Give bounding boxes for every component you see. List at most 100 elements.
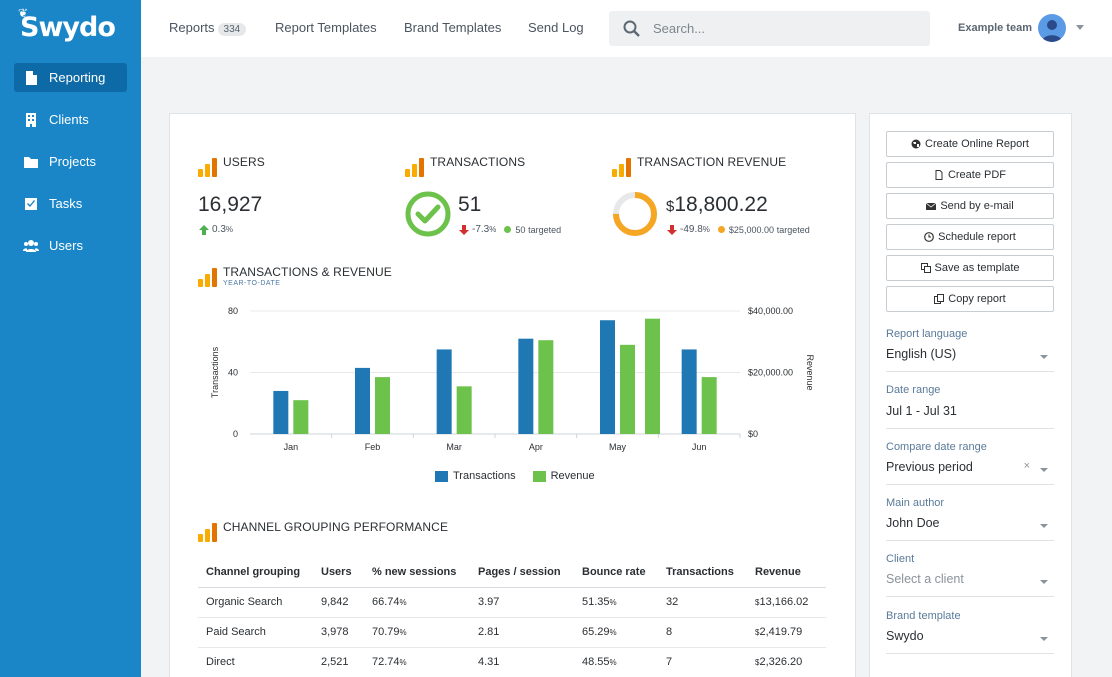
bar-transactions xyxy=(600,320,615,434)
change-value: -7.3 xyxy=(472,224,490,235)
chevron-down-icon[interactable] xyxy=(1076,25,1084,30)
client-select[interactable]: Select a client xyxy=(886,572,1054,597)
sidebar-item-reporting[interactable]: Reporting xyxy=(14,63,127,92)
cell-channel: Paid Search xyxy=(198,617,313,648)
cell-channel: Organic Search xyxy=(198,587,313,618)
sidebar-nav: Reporting Clients Projects Tasks Users xyxy=(14,63,127,273)
currency-symbol: $ xyxy=(666,198,675,215)
target-dot xyxy=(504,226,512,233)
main-author-label: Main author xyxy=(886,497,945,509)
select-placeholder: Select a client xyxy=(886,572,964,586)
copy-report-button[interactable]: Copy report xyxy=(886,286,1054,312)
compare-date-range-select[interactable]: Previous period × xyxy=(886,460,1054,485)
legend-label-transactions: Transactions xyxy=(453,470,516,482)
bar-transactions xyxy=(681,349,697,434)
change-unit: % xyxy=(489,225,497,234)
y-tick-label: 40 xyxy=(228,368,238,378)
create-online-report-button[interactable]: Create Online Report xyxy=(886,131,1054,157)
clear-icon[interactable]: × xyxy=(1023,460,1030,472)
avatar[interactable] xyxy=(1038,14,1066,42)
bar-revenue xyxy=(293,400,309,434)
revenue-kpi-change: -49.8% $25,000.00 targeted xyxy=(667,224,810,235)
x-tick-label: Feb xyxy=(365,442,381,452)
send-by-email-button[interactable]: Send by e-mail xyxy=(886,193,1054,219)
google-analytics-icon xyxy=(198,268,217,287)
main-author-select[interactable]: John Doe xyxy=(886,516,1054,541)
sidebar-item-users[interactable]: Users xyxy=(14,231,127,260)
swydo-logo[interactable]: ❦ Swydo xyxy=(18,6,116,43)
target-label: targeted xyxy=(528,224,562,235)
users-kpi-value: 16,927 xyxy=(198,193,263,216)
schedule-report-button[interactable]: Schedule report xyxy=(886,224,1054,250)
cell-value: 66.74 xyxy=(372,596,400,608)
duplicate-icon xyxy=(934,294,945,304)
cell-new-sessions: 66.74% xyxy=(364,587,470,618)
google-analytics-icon xyxy=(405,158,424,177)
date-range-input[interactable]: Jul 1 - Jul 31 xyxy=(886,404,1054,429)
x-tick-label: Apr xyxy=(529,442,543,452)
save-as-template-button[interactable]: Save as template xyxy=(886,255,1054,281)
report-card: USERS 16,927 0.3% TRANSACTIONS 51 -7.3% … xyxy=(169,113,856,677)
tab-send-log[interactable]: Send Log xyxy=(528,20,584,35)
create-pdf-button[interactable]: Create PDF xyxy=(886,162,1054,188)
report-language-select[interactable]: English (US) xyxy=(886,347,1054,372)
chevron-down-icon xyxy=(1040,468,1048,472)
tab-report-templates[interactable]: Report Templates xyxy=(275,20,377,35)
transactions-kpi-change: -7.3% 50 targeted xyxy=(459,224,561,235)
users-kpi-change: 0.3% xyxy=(199,224,233,235)
sidebar-item-tasks[interactable]: Tasks xyxy=(14,189,127,218)
transactions-kpi-title: TRANSACTIONS xyxy=(430,155,526,169)
sidebar-item-clients[interactable]: Clients xyxy=(14,105,127,134)
checkbox-icon xyxy=(25,197,37,210)
select-value: Previous period xyxy=(886,460,973,474)
target-reached-check-icon xyxy=(405,191,451,237)
bar-revenue xyxy=(701,377,717,434)
cell-unit: % xyxy=(609,598,617,607)
cell-new-sessions: 72.74% xyxy=(364,647,470,677)
column-header: Revenue xyxy=(747,558,826,588)
arrow-down-icon xyxy=(459,224,469,235)
table-row: Paid Search 3,978 70.79% 2.81 65.29% 8 $… xyxy=(198,617,826,648)
team-name[interactable]: Example team xyxy=(958,22,1032,34)
chevron-down-icon xyxy=(1040,580,1048,584)
cell-unit: % xyxy=(399,628,407,637)
cell-revenue: $13,166.02 xyxy=(747,587,826,618)
cell-users: 3,978 xyxy=(313,617,364,648)
revenue-amount: 18,800.22 xyxy=(674,193,768,216)
legend-swatch-revenue xyxy=(532,470,546,482)
table-title: CHANNEL GROUPING PERFORMANCE xyxy=(223,520,449,534)
folder-icon xyxy=(24,156,38,168)
change-unit: % xyxy=(702,225,710,234)
bar-transactions xyxy=(436,349,452,434)
x-tick-label: May xyxy=(609,442,627,452)
sidebar-item-projects[interactable]: Projects xyxy=(14,147,127,176)
change-value: 0.3 xyxy=(212,224,226,235)
select-value: Swydo xyxy=(886,629,924,643)
table-row: Direct 2,521 72.74% 4.31 48.55% 7 $2,326… xyxy=(198,647,826,677)
search-icon xyxy=(623,20,640,37)
reports-count-badge: 334 xyxy=(217,23,247,36)
arrow-down-icon xyxy=(667,224,677,235)
cell-users: 2,521 xyxy=(313,647,364,677)
cell-bounce: 51.35% xyxy=(574,587,658,618)
brand-template-select[interactable]: Swydo xyxy=(886,629,1054,654)
cell-revenue: $2,419.79 xyxy=(747,617,826,648)
logo-text: Swydo xyxy=(20,12,116,43)
chart-subtitle: YEAR-TO-DATE xyxy=(223,280,281,287)
report-actions-panel: Create Online Report Create PDF Send by … xyxy=(869,113,1072,677)
cell-channel: Direct xyxy=(198,647,313,677)
google-analytics-icon xyxy=(198,523,217,542)
tab-reports[interactable]: Reports 334 xyxy=(169,20,247,36)
cell-currency: $ xyxy=(755,628,760,637)
column-header: Bounce rate xyxy=(574,558,658,588)
sidebar-item-label: Users xyxy=(49,238,83,253)
copy-icon xyxy=(920,263,931,273)
cell-pages: 4.31 xyxy=(470,647,574,677)
search-input[interactable] xyxy=(653,21,913,36)
tab-brand-templates[interactable]: Brand Templates xyxy=(404,20,502,35)
cell-users: 9,842 xyxy=(313,587,364,618)
table-header-row: Channel grouping Users % new sessions Pa… xyxy=(198,558,826,588)
sidebar-item-label: Clients xyxy=(49,112,89,127)
brand-template-label: Brand template xyxy=(886,610,961,622)
cell-revenue: $2,326.20 xyxy=(747,647,826,677)
